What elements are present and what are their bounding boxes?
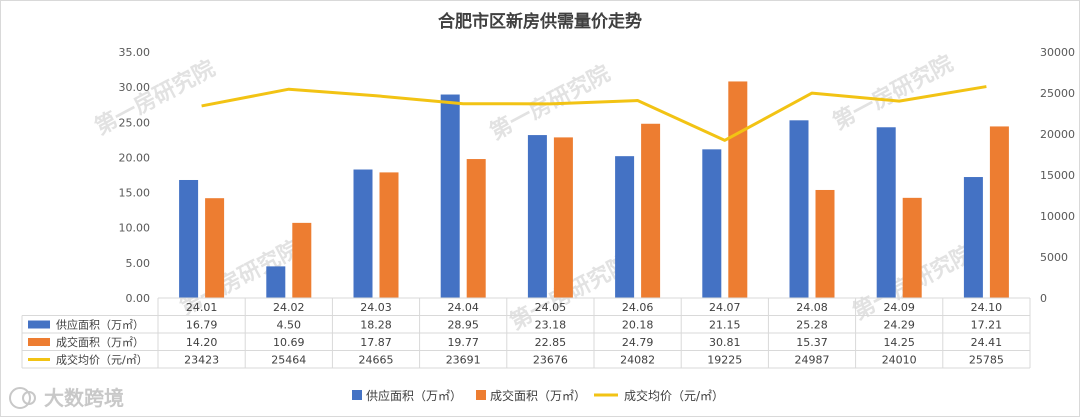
legend-label: 供应面积（万㎡） <box>366 388 462 403</box>
table-cell-value: 22.85 <box>535 336 567 349</box>
bar-supply <box>353 169 373 298</box>
legend-label: 成交面积（万㎡） <box>490 388 586 403</box>
x-tick-label: 24.08 <box>796 301 828 314</box>
table-cell-value: 25464 <box>271 354 306 367</box>
table-cell-value: 30.81 <box>709 336 741 349</box>
table-legend-key <box>28 338 50 346</box>
brand-logo-ring <box>9 387 31 409</box>
y-left-tick-label: 10.00 <box>119 222 151 235</box>
series-line-price <box>201 85 987 142</box>
y-left-tick-label: 0.00 <box>126 292 151 305</box>
y-right-tick-label: 0 <box>1040 292 1047 305</box>
x-tick-label: 24.01 <box>186 301 218 314</box>
table-series-name: 供应面积（万㎡） <box>56 318 144 332</box>
table-cell-value: 23.18 <box>535 319 567 332</box>
table-cell-value: 23423 <box>184 354 219 367</box>
table-cell-value: 17.21 <box>971 319 1003 332</box>
table-cell-value: 20.18 <box>622 319 654 332</box>
bar-supply <box>789 120 809 298</box>
bar-deal <box>292 222 312 298</box>
chart-title: 合肥市区新房供需量价走势 <box>438 11 642 32</box>
bar-supply <box>615 156 635 298</box>
table-cell-value: 21.15 <box>709 319 741 332</box>
legend-label: 成交均价（元/㎡） <box>624 388 724 403</box>
x-tick-label: 24.03 <box>360 301 392 314</box>
table-series-name: 成交均价（元/㎡） <box>56 353 148 367</box>
legend <box>352 390 618 400</box>
x-tick-label: 24.05 <box>535 301 567 314</box>
table-cell-value: 24010 <box>882 354 917 367</box>
bar-deal <box>815 189 835 298</box>
bar-deal <box>641 123 661 298</box>
table-cell-value: 14.20 <box>186 336 218 349</box>
bar-supply <box>963 177 983 298</box>
legend-swatch <box>476 390 486 400</box>
bar-deal <box>379 172 399 298</box>
table-cell-value: 15.37 <box>796 336 828 349</box>
table-cell-value: 18.28 <box>360 319 392 332</box>
x-tick-label: 24.10 <box>971 301 1003 314</box>
bar-supply <box>702 149 722 298</box>
legend-swatch <box>352 390 362 400</box>
table-cell-value: 16.79 <box>186 319 218 332</box>
y-right-tick-label: 30000 <box>1040 46 1075 59</box>
table-legend-key <box>28 320 50 329</box>
table-cell-value: 19.77 <box>447 336 479 349</box>
table-series-name: 成交面积（万㎡） <box>56 335 144 349</box>
y-left-tick-label: 25.00 <box>119 116 151 129</box>
bar-supply <box>266 266 286 298</box>
table-cell-value: 24.41 <box>971 336 1003 349</box>
x-tick-label: 24.04 <box>447 301 479 314</box>
brand-logo-ring <box>22 391 36 405</box>
table-cell-value: 25.28 <box>796 319 828 332</box>
bar-supply <box>876 127 896 298</box>
y-right-tick-label: 5000 <box>1040 251 1068 264</box>
bar-supply <box>527 135 547 298</box>
bar-deal <box>728 81 748 299</box>
brand-name: 大数跨境 <box>44 386 124 410</box>
y-right-tick-label: 15000 <box>1040 169 1075 182</box>
table-cell-value: 24082 <box>620 354 655 367</box>
table-cell-value: 24.29 <box>883 319 915 332</box>
watermark-text: 第一房研究院 <box>829 50 958 135</box>
table-cell-value: 19225 <box>707 354 742 367</box>
x-tick-label: 24.07 <box>709 301 741 314</box>
table-cell-value: 23691 <box>446 354 481 367</box>
bar-supply <box>179 179 199 298</box>
data-table <box>21 297 1031 369</box>
table-cell-value: 10.69 <box>273 336 305 349</box>
y-left-tick-label: 30.00 <box>119 81 151 94</box>
table-cell-value: 4.50 <box>277 319 302 332</box>
bar-deal <box>553 137 573 298</box>
table-cell-value: 28.95 <box>447 319 479 332</box>
y-right-tick-label: 25000 <box>1040 87 1075 100</box>
y-left-tick-label: 15.00 <box>119 187 151 200</box>
table-cell-value: 24665 <box>359 354 394 367</box>
bar-deal <box>205 198 225 298</box>
x-tick-label: 24.02 <box>273 301 305 314</box>
x-tick-label: 24.06 <box>622 301 654 314</box>
bar-supply <box>440 94 460 298</box>
x-tick-label: 24.09 <box>883 301 915 314</box>
table-cell-value: 17.87 <box>360 336 392 349</box>
y-left-tick-label: 20.00 <box>119 151 151 164</box>
bar-deal <box>989 126 1009 298</box>
bar-deal <box>902 197 922 298</box>
bar-deal <box>466 159 486 298</box>
y-right-tick-label: 10000 <box>1040 210 1075 223</box>
table-cell-value: 24987 <box>795 354 830 367</box>
table-cell-value: 23676 <box>533 354 568 367</box>
brand-logo <box>9 387 36 409</box>
table-cell-value: 14.25 <box>883 336 915 349</box>
y-right-tick-label: 20000 <box>1040 128 1075 141</box>
table-cell-value: 24.79 <box>622 336 654 349</box>
y-left-tick-label: 35.00 <box>119 46 151 59</box>
y-left-tick-label: 5.00 <box>126 257 151 270</box>
table-cell-value: 25785 <box>969 354 1004 367</box>
watermark-text: 第一房研究院 <box>91 55 220 140</box>
